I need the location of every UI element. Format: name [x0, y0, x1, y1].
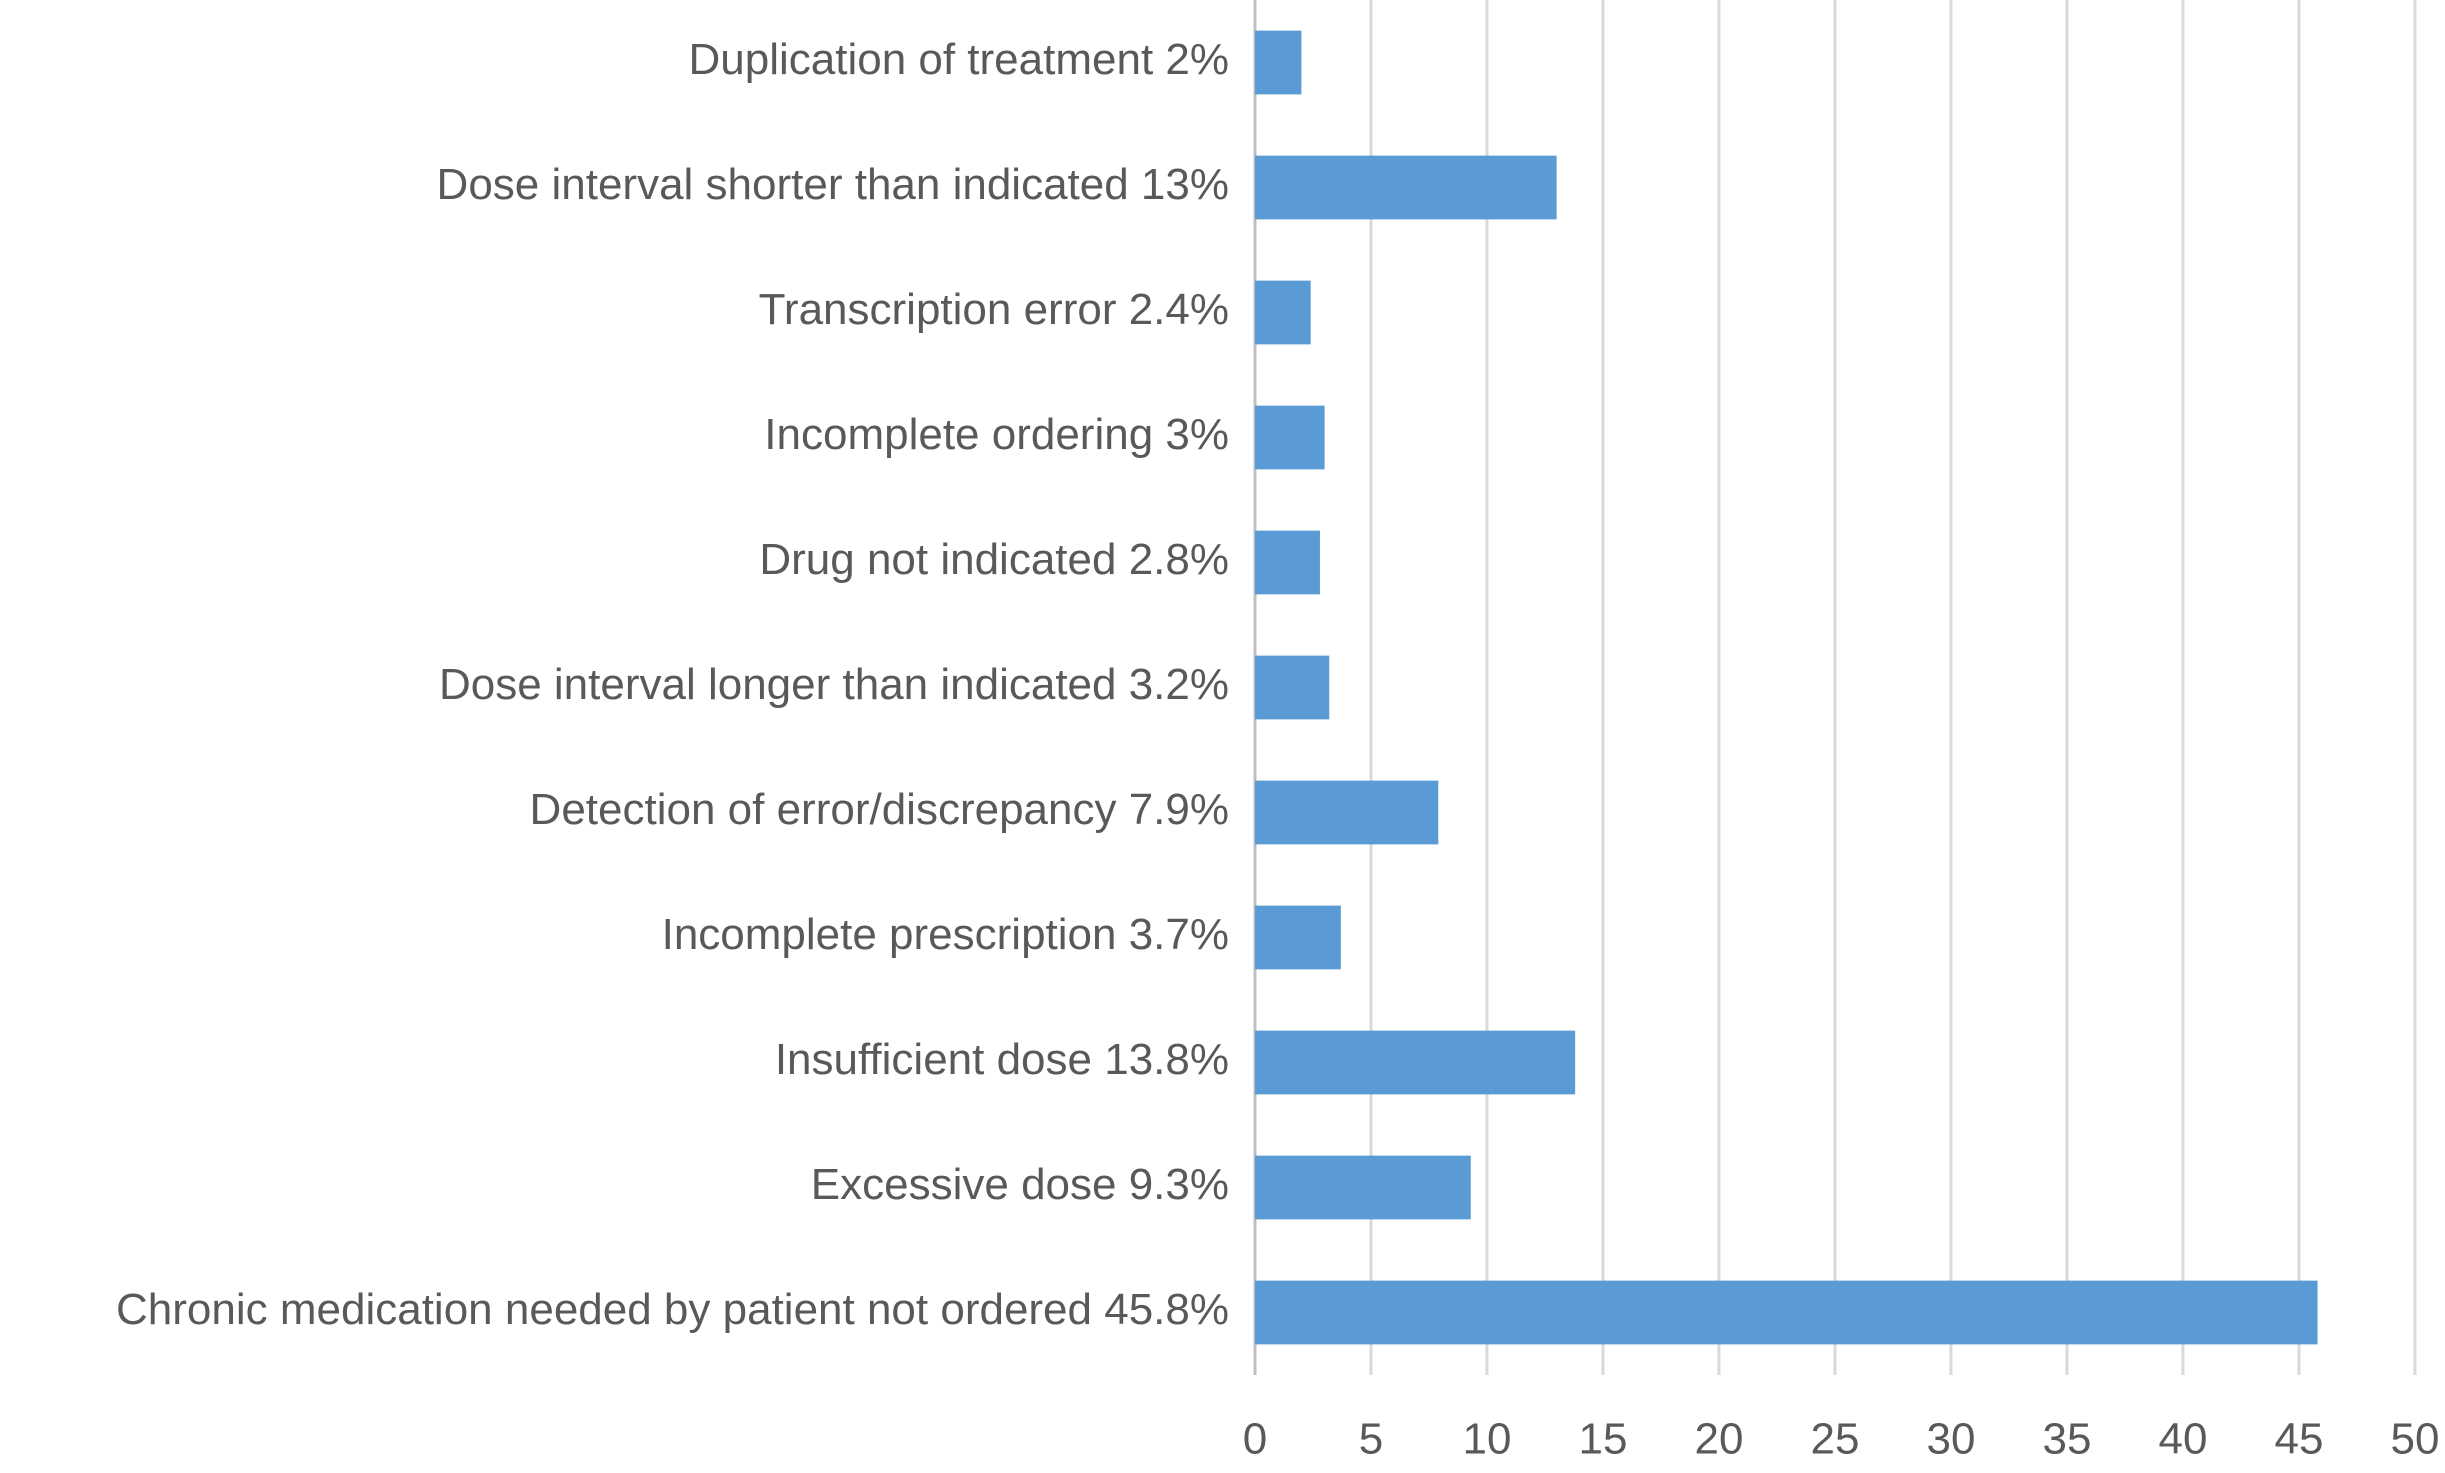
y-tick-label: Incomplete ordering 3% [764, 410, 1229, 459]
y-tick-label: Chronic medication needed by patient not… [116, 1285, 1229, 1334]
y-tick-label: Dose interval shorter than indicated 13% [437, 160, 1229, 209]
bar [1255, 30, 1302, 95]
x-tick-label: 5 [1359, 1415, 1383, 1464]
bar [1255, 655, 1330, 720]
x-tick-label: 40 [2159, 1415, 2208, 1464]
x-tick-label: 20 [1695, 1415, 1744, 1464]
y-tick-label: Duplication of treatment 2% [688, 35, 1229, 84]
bar [1255, 1280, 2318, 1345]
x-tick-label: 25 [1811, 1415, 1860, 1464]
y-tick-label: Detection of error/discrepancy 7.9% [530, 785, 1229, 834]
bar [1255, 1030, 1576, 1095]
bar [1255, 530, 1320, 595]
x-tick-label: 15 [1579, 1415, 1628, 1464]
y-tick-label: Insufficient dose 13.8% [775, 1035, 1229, 1084]
bar [1255, 280, 1311, 345]
x-tick-label: 45 [2275, 1415, 2324, 1464]
bar [1255, 155, 1557, 220]
y-tick-label: Transcription error 2.4% [759, 285, 1229, 334]
x-tick-label: 50 [2391, 1415, 2440, 1464]
x-tick-label: 30 [1927, 1415, 1976, 1464]
bar [1255, 405, 1325, 470]
x-tick-label: 0 [1243, 1415, 1267, 1464]
x-tick-label: 35 [2043, 1415, 2092, 1464]
x-tick-label: 10 [1463, 1415, 1512, 1464]
y-tick-label: Excessive dose 9.3% [811, 1160, 1229, 1209]
y-tick-label: Drug not indicated 2.8% [759, 535, 1229, 584]
y-tick-label: Dose interval longer than indicated 3.2% [439, 660, 1229, 709]
bar [1255, 780, 1439, 845]
y-tick-label: Incomplete prescription 3.7% [662, 910, 1229, 959]
bar [1255, 1155, 1471, 1220]
bar [1255, 905, 1341, 970]
